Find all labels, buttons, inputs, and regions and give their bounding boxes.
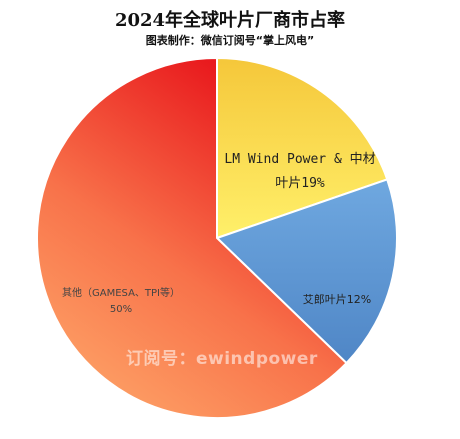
- slice-aeolon-label: 艾郎叶片12%: [303, 292, 371, 306]
- slice-others-label: 其他（GAMESA、TPI等）: [62, 286, 180, 299]
- slice-lm-wind-power-label: 叶片19%: [275, 176, 325, 191]
- slice-others: [36, 56, 348, 419]
- slice-lm-wind-power-label: LM Wind Power & 中材: [224, 152, 375, 167]
- watermark: 订阅号：ewindpower: [126, 349, 318, 369]
- chart-title: 2024年全球叶片厂商市占率: [114, 10, 346, 31]
- slice-others-label: 50%: [110, 304, 132, 315]
- slice-aeolon: [215, 178, 398, 365]
- chart-subtitle: 图表制作：微信订阅号“掌上风电”: [145, 34, 315, 47]
